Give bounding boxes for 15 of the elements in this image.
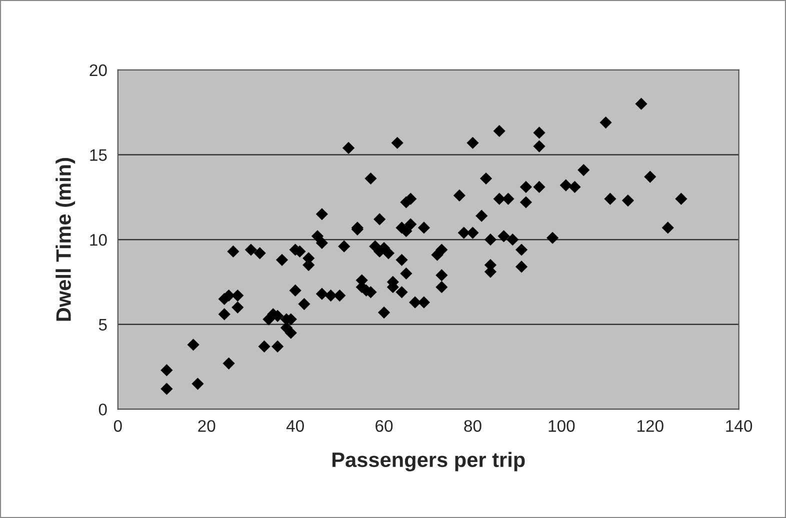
x-tick-label: 0 [114,420,122,432]
x-axis-title: Passengers per trip [332,452,525,472]
y-tick-label: 0 [98,404,107,416]
x-tick-label: 120 [638,420,664,432]
x-tick-label: 60 [376,420,393,432]
x-tick-label: 100 [548,420,575,432]
x-tick-label: 20 [198,420,216,432]
x-tick-label: 80 [464,420,482,432]
y-tick-label: 5 [98,318,107,331]
y-tick-label: 10 [90,234,107,246]
y-tick-label: 15 [90,149,107,161]
y-tick-label: 20 [90,64,107,76]
x-tick-label: 140 [726,420,752,432]
x-tick-label: 40 [286,420,304,432]
y-axis-title: Dwell Time (min) [56,158,76,321]
